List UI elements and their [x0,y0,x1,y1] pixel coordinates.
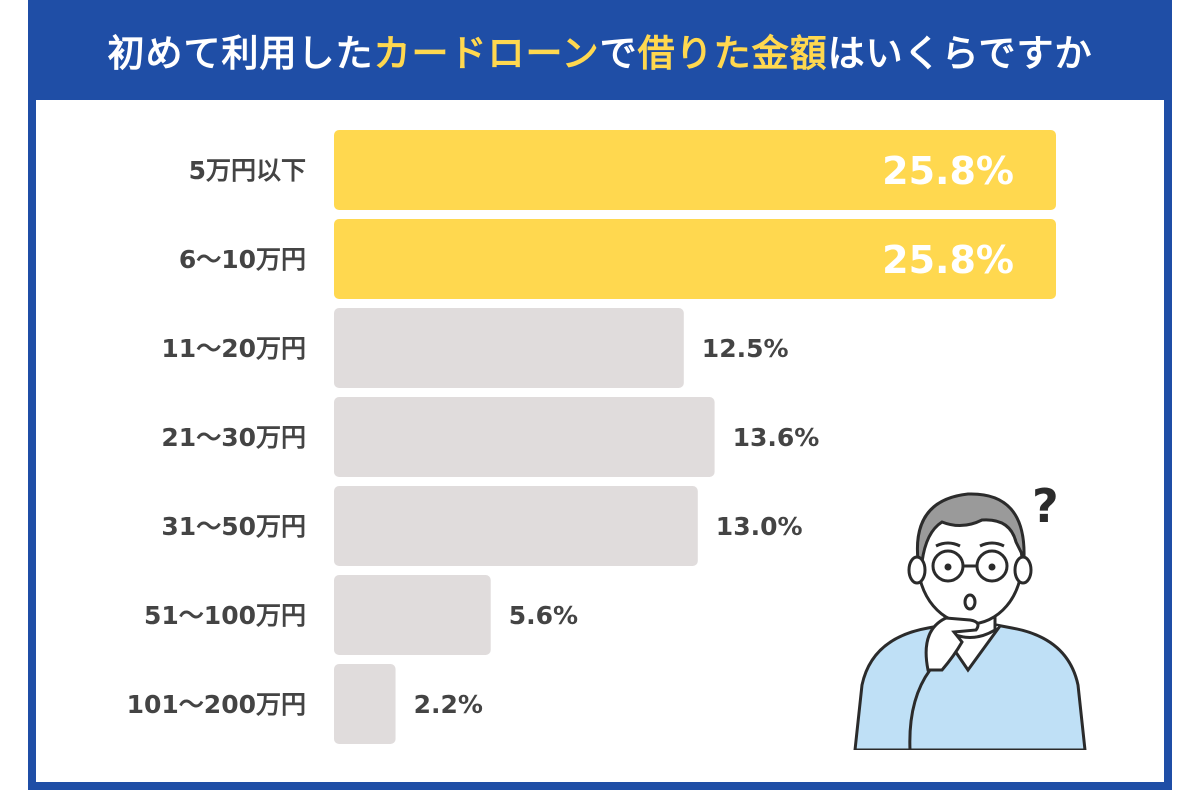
bar-3 [334,397,715,477]
value-label-2: 12.5% [702,334,789,363]
category-label-4: 31〜50万円 [161,512,306,541]
bar-5 [334,575,491,655]
bar-2 [334,308,684,388]
value-label-6: 2.2% [414,690,483,719]
value-label-0: 25.8% [882,149,1014,193]
title-part-2: カードローン [373,32,600,75]
value-label-1: 25.8% [882,238,1014,282]
bar-0 [334,130,1056,210]
title-part-4: 借りた金額 [637,32,828,75]
category-label-2: 11〜20万円 [161,334,306,363]
title-part-5: はいくらですか [827,32,1093,75]
title-part-1: 初めて利用した [107,32,374,75]
question-mark-symbol: ? [1032,479,1059,533]
category-label-1: 6〜10万円 [179,245,306,274]
category-label-5: 51〜100万円 [144,601,306,630]
value-label-4: 13.0% [716,512,803,541]
title-part-3: で [599,32,638,75]
chart-title: 初めて利用した カードローンで借りた金額 はいくらですか [28,0,1172,100]
category-label-3: 21〜30万円 [161,423,306,452]
bar-4 [334,486,698,566]
value-label-3: 13.6% [733,423,820,452]
category-label-0: 5万円以下 [189,156,306,185]
thinking-man-icon: ? [853,479,1087,750]
bar-6 [334,664,396,744]
value-label-5: 5.6% [509,601,578,630]
bar-1 [334,219,1056,299]
category-label-6: 101〜200万円 [127,690,306,719]
